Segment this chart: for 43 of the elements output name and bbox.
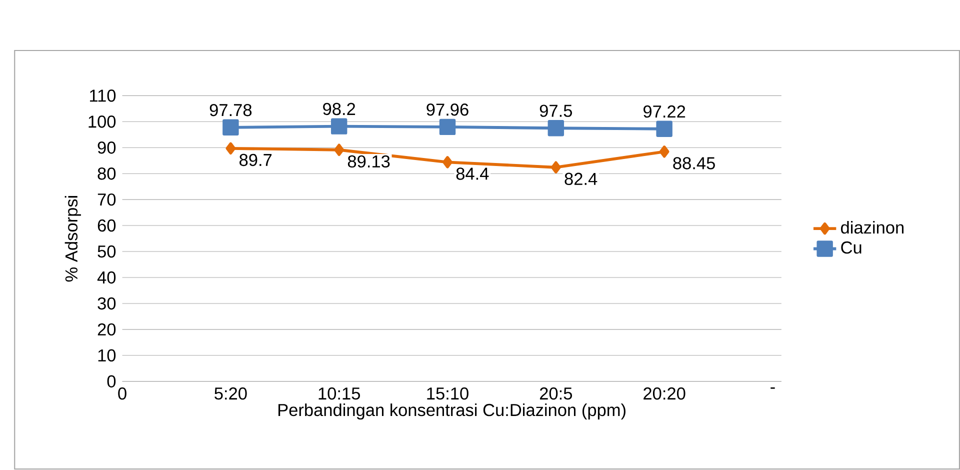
y-tick-label: 80 bbox=[98, 168, 116, 180]
data-label: 88.45 bbox=[673, 157, 715, 170]
data-label: 97.96 bbox=[426, 104, 468, 116]
point bbox=[659, 146, 670, 158]
y-tick-label: 70 bbox=[98, 194, 116, 206]
point bbox=[550, 161, 561, 174]
data-label: 89.7 bbox=[240, 154, 272, 166]
legend-label: Cu bbox=[841, 242, 862, 254]
point bbox=[442, 156, 452, 168]
legend-label: diazinon bbox=[841, 221, 904, 234]
x-tick-label: - bbox=[770, 388, 775, 389]
y-tick-label: 10 bbox=[98, 349, 116, 362]
x-tick-label: 20:20 bbox=[644, 388, 686, 400]
point bbox=[222, 119, 239, 136]
x-axis-title: Perbandingan konsentrasi Cu:Diazinon (ppm) bbox=[278, 404, 626, 420]
y-tick-label: 50 bbox=[98, 246, 116, 258]
point bbox=[334, 144, 344, 156]
y-axis-title: % Adsorpsi bbox=[64, 196, 81, 282]
data-label: 84.4 bbox=[456, 168, 489, 180]
point bbox=[330, 118, 348, 135]
x-tick-label: 10:15 bbox=[318, 388, 360, 400]
y-tick-label: 40 bbox=[97, 272, 116, 284]
x-tick-label: 20:5 bbox=[540, 388, 572, 400]
x-tick-label: 5:20 bbox=[214, 388, 247, 400]
y-tick-label: 20 bbox=[98, 324, 116, 336]
y-tick-label: 100 bbox=[88, 116, 116, 128]
point bbox=[439, 119, 456, 136]
data-label: 89.13 bbox=[348, 156, 390, 168]
data-label: 97.5 bbox=[540, 104, 572, 118]
point bbox=[656, 120, 672, 138]
point bbox=[226, 142, 236, 155]
y-tick-label: 110 bbox=[90, 90, 116, 102]
data-label: 98.2 bbox=[323, 103, 356, 116]
data-label: 82.4 bbox=[564, 172, 598, 186]
y-tick-label: 60 bbox=[98, 220, 116, 232]
data-label: 97.22 bbox=[644, 106, 686, 118]
x-tick-label: 0 bbox=[118, 388, 126, 400]
y-tick-label: 0 bbox=[107, 375, 116, 388]
y-tick-label: 30 bbox=[98, 298, 116, 310]
y-tick-label: 90 bbox=[98, 142, 116, 154]
x-tick-label: 15:10 bbox=[427, 388, 468, 400]
data-label: 97.78 bbox=[210, 104, 252, 116]
point bbox=[548, 120, 564, 136]
